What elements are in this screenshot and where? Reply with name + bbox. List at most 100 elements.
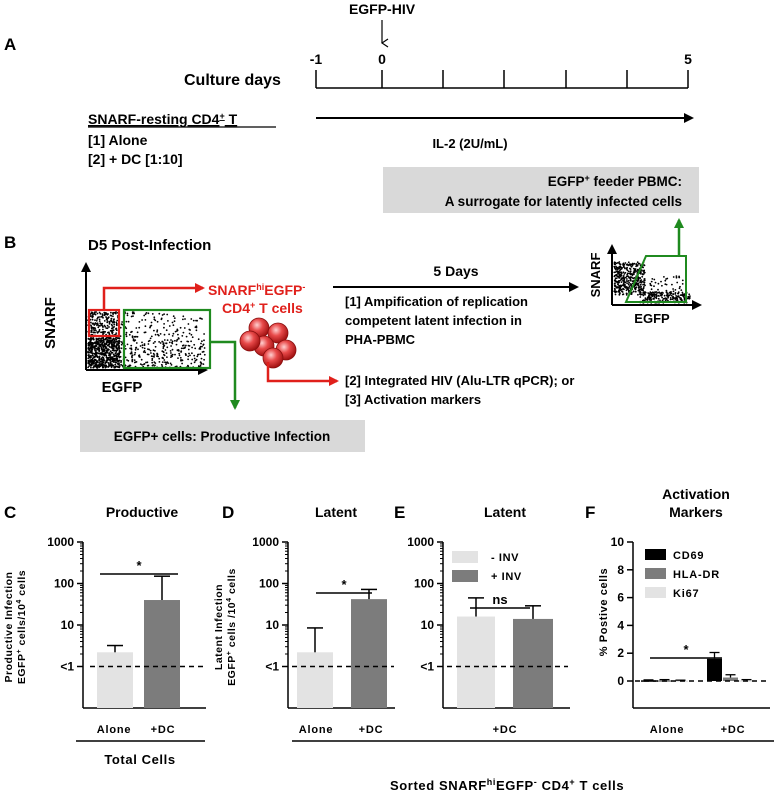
chart-f-title-1: Activation (662, 486, 730, 502)
chart-c-y-tick-2: 10 (61, 618, 75, 632)
chart-c-y-tick-1: 100 (54, 577, 74, 591)
chart-f-cat-dc: +DC (721, 724, 746, 736)
chart-e-cat-dc: +DC (493, 724, 518, 736)
chart-e-y-tick-2: 10 (421, 618, 435, 632)
chart-d-cat-alone: Alone (299, 724, 334, 736)
productive-box-label: EGFP+ cells: Productive Infection (114, 429, 330, 444)
panel-letter-a: A (4, 35, 16, 54)
step-1-line-3: PHA-PBMC (345, 332, 416, 347)
chart-e-y-tick-0: 1000 (407, 535, 434, 549)
infection-label: EGFP-HIV (349, 1, 416, 17)
culture-days-label: Culture days (184, 72, 281, 89)
chart-f-legend-label-0: CD69 (673, 550, 704, 562)
chart-e-legend-label-0: - INV (491, 552, 519, 564)
gate-green (122, 308, 212, 370)
timeline (315, 70, 689, 89)
sorted-cells-icon (239, 317, 297, 369)
red-gate-arrow (102, 283, 205, 310)
condition-2: [2] + DC [1:10] (88, 151, 183, 167)
chart-c-bar-dc (144, 600, 180, 708)
chart-e-legend-swatch-0 (452, 551, 478, 563)
chart-f-bar-hla-dr-1 (723, 677, 738, 681)
panel-b: B D5 Post-Infection SNARF EGFP SNARFhiEG… (4, 218, 702, 452)
flow-y-label: SNARF (42, 297, 59, 349)
flow-x-label: EGFP (102, 379, 143, 396)
chart-d-ylabel-1: Latent Infection (213, 584, 225, 670)
step-2: [2] Integrated HIV (Alu-LTR qPCR); or (345, 373, 574, 388)
chart-e-bar-minus-inv (457, 616, 495, 708)
il2-label: IL-2 (2U/mL) (432, 136, 507, 151)
flow2-x-label: EGFP (634, 311, 670, 326)
sorted-population-label: SNARFhiEGFP- (208, 282, 305, 298)
chart-c-y-tick-3: <1 (60, 660, 74, 674)
chart-c-ylabel-2: EGFP+ cells/104 cells (16, 570, 28, 684)
chart-f-y-tick-3: 4 (617, 618, 624, 632)
chart-e-significance: ns (492, 592, 507, 607)
total-cells-label: Total Cells (104, 752, 175, 767)
chart-f-y-tick-4: 2 (617, 646, 624, 660)
flow-dot-cloud (87, 311, 206, 369)
feeder-line-2: A surrogate for latently infected cells (445, 194, 682, 209)
chart-f-y-tick-5: 0 (617, 674, 624, 688)
chart-e-y-tick-1: 100 (414, 577, 434, 591)
chart-c-ylabel-1: Productive Infection (3, 572, 15, 683)
chart-f: Activation Markers % Postive cells 10 8 6 4… (598, 486, 770, 736)
panel-letter-c: C (4, 503, 16, 522)
chart-d-bar-dc (351, 599, 387, 708)
chart-d-cat-dc: +DC (359, 724, 384, 736)
chart-d-y-tick-2: 10 (266, 618, 280, 632)
condition-1: [1] Alone (88, 132, 148, 148)
chart-e-y-tick-3: <1 (420, 660, 434, 674)
panel-b-title: D5 Post-Infection (88, 237, 211, 254)
chart-e-legend-swatch-1 (452, 570, 478, 582)
flow2-y-label: SNARF (588, 253, 603, 298)
panel-letter-b: B (4, 233, 16, 252)
chart-c-bar-alone (97, 652, 133, 708)
chart-d: Latent Latent Infection EGFP+ cells /104… (213, 504, 395, 736)
chart-f-ylabel: % Postive cells (598, 568, 610, 657)
timeline-tick-label-5: 5 (684, 51, 692, 67)
feeder-line-1: EGFP+ feeder PBMC: (548, 173, 682, 189)
red-lower-arrow (266, 362, 339, 386)
chart-f-cat-alone: Alone (650, 724, 685, 736)
chart-f-title-2: Markers (669, 504, 723, 520)
cell-type-title: SNARF-resting CD4+ T (88, 111, 238, 127)
chart-c-title: Productive (106, 504, 179, 520)
chart-e-bar-plus-inv (513, 618, 553, 708)
chart-d-title: Latent (315, 504, 357, 520)
chart-c-significance: * (136, 558, 142, 573)
chart-e-title: Latent (484, 504, 526, 520)
chart-f-legend-label-1: HLA-DR (673, 569, 720, 581)
chart-d-ylabel-2: EGFP+ cells /104 cells (226, 568, 238, 686)
chart-f-y-tick-0: 10 (611, 535, 625, 549)
chart-c-cat-dc: +DC (151, 724, 176, 736)
chart-d-y-tick-1: 100 (259, 577, 279, 591)
green-gate-arrow (210, 340, 240, 410)
timeline-tick-label-0: 0 (378, 51, 386, 67)
panel-letter-f: F (585, 503, 595, 522)
chart-d-bar-alone (297, 652, 333, 708)
chart-d-y-tick-3: <1 (265, 660, 279, 674)
chart-c-y-tick-0: 1000 (47, 535, 74, 549)
chart-e-legend-label-1: + INV (491, 571, 522, 583)
panel-letter-d: D (222, 503, 234, 522)
chart-e: Latent 1000 100 10 <1 ns +DC - INV + INV (407, 504, 570, 736)
step-3: [3] Activation markers (345, 392, 481, 407)
step-1-line-2: competent latent infection in (345, 313, 522, 328)
flow2-dot-cloud (613, 261, 691, 304)
panel-a: A EGFP-HIV Culture days -1 0 5 SNARF-res… (4, 1, 699, 213)
chart-f-legend-swatch-1 (645, 568, 666, 579)
sorted-cells-label: Sorted SNARFhiEGFP- CD4+ T cells (390, 777, 624, 793)
five-days-label: 5 Days (433, 263, 478, 279)
chart-f-legend-swatch-0 (645, 549, 666, 560)
productive-box (80, 420, 365, 452)
chart-d-significance: * (341, 577, 347, 592)
chart-f-y-tick-1: 8 (617, 563, 624, 577)
chart-c: Productive Productive Infection EGFP+ ce… (3, 504, 206, 736)
sorted-population-label-2: CD4+ T cells (222, 300, 303, 316)
chart-f-y-tick-2: 6 (617, 591, 624, 605)
chart-f-bar-cd69-1 (707, 658, 722, 681)
feeder-box (383, 167, 699, 213)
chart-c-cat-alone: Alone (97, 724, 132, 736)
